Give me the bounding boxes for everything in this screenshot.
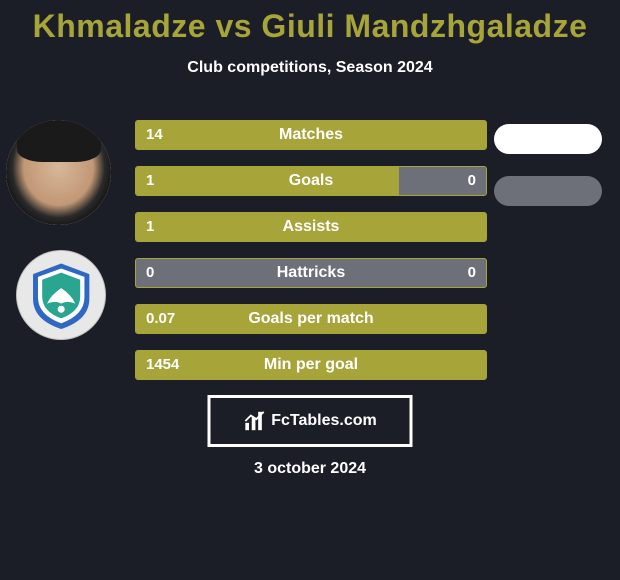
page-title: Khmaladze vs Giuli Mandzhgaladze [0, 0, 620, 45]
fctables-badge: FcTables.com [208, 395, 413, 447]
stat-row: 14Matches [135, 120, 487, 150]
stat-row: 1Assists [135, 212, 487, 242]
player2-crest [16, 250, 106, 340]
stat-row: 0.07Goals per match [135, 304, 487, 334]
stat-bars: 14Matches 10Goals 1Assists 00Hattricks 0.07G… [135, 120, 487, 396]
stat-label: Matches [136, 121, 486, 149]
stat-label: Goals per match [136, 305, 486, 333]
stat-label: Hattricks [136, 259, 486, 287]
stat-row: 10Goals [135, 166, 487, 196]
player2-pill [494, 176, 602, 206]
comparison-card: Khmaladze vs Giuli Mandzhgaladze Club co… [0, 0, 620, 580]
player1-avatar [6, 120, 111, 225]
stat-label: Min per goal [136, 351, 486, 379]
stat-row: 00Hattricks [135, 258, 487, 288]
stat-label: Assists [136, 213, 486, 241]
subtitle: Club competitions, Season 2024 [0, 59, 620, 77]
crest-icon [26, 260, 96, 330]
footer-text: FcTables.com [271, 412, 377, 430]
player1-pill [494, 124, 602, 154]
chart-icon [243, 410, 265, 432]
stat-label: Goals [136, 167, 486, 195]
player1-face [6, 120, 111, 225]
date-text: 3 october 2024 [0, 460, 620, 478]
stat-row: 1454Min per goal [135, 350, 487, 380]
